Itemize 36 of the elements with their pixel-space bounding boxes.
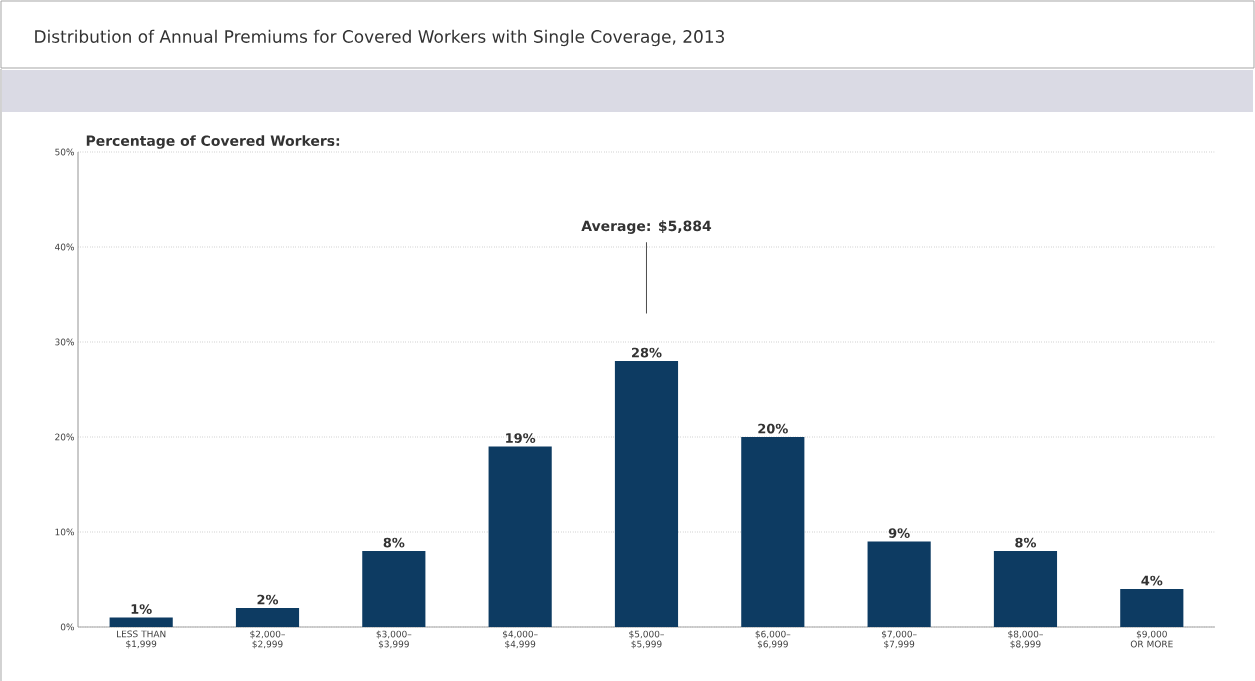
bar (1120, 588, 1184, 627)
bar (614, 360, 679, 627)
y-tick-label: 30% (55, 338, 74, 346)
y-tick-label: 50% (55, 148, 74, 156)
bar (488, 446, 552, 627)
x-tick-label: $8,000– $8,999 (1008, 630, 1043, 649)
data-label: 19% (506, 432, 536, 443)
data-label: 2% (257, 594, 279, 605)
y-axis-title: Percentage of Covered Workers: (86, 134, 340, 149)
y-tick-label: 10% (55, 528, 74, 536)
data-label: 1% (131, 603, 152, 614)
bar (109, 617, 173, 627)
y-tick-label: 20% (55, 433, 74, 441)
annotation: Average: $5,884 (581, 220, 712, 234)
x-tick-label: $3,000– $3,999 (376, 630, 412, 649)
chart-title: Distribution of Annual Premiums for Covered Workers with Single Coverage, 2013 (35, 29, 725, 46)
data-label: 28% (632, 347, 662, 358)
x-tick-label: $9,000 OR MORE (1130, 630, 1173, 648)
x-tick-label: $7,000– $7,999 (881, 630, 917, 649)
bar (741, 436, 805, 627)
x-tick-label: $5,000– $5,999 (629, 630, 664, 649)
bar (993, 550, 1058, 627)
data-label: 8% (383, 537, 405, 548)
bar (362, 550, 426, 627)
bar (867, 541, 931, 627)
x-tick-label: $6,000– $6,999 (755, 630, 791, 649)
x-tick-label: $2,000– $2,999 (250, 630, 285, 649)
data-label: 20% (758, 423, 788, 434)
x-tick-label: LESS THAN $1,999 (117, 630, 166, 649)
y-tick-label: 40% (55, 243, 74, 251)
y-tick-label: 0% (60, 623, 74, 631)
data-label: 9% (888, 527, 910, 538)
x-tick-label: $4,000– $4,999 (502, 630, 538, 649)
data-label: 4% (1141, 575, 1163, 586)
bar (235, 607, 300, 627)
data-label: 8% (1015, 537, 1037, 548)
